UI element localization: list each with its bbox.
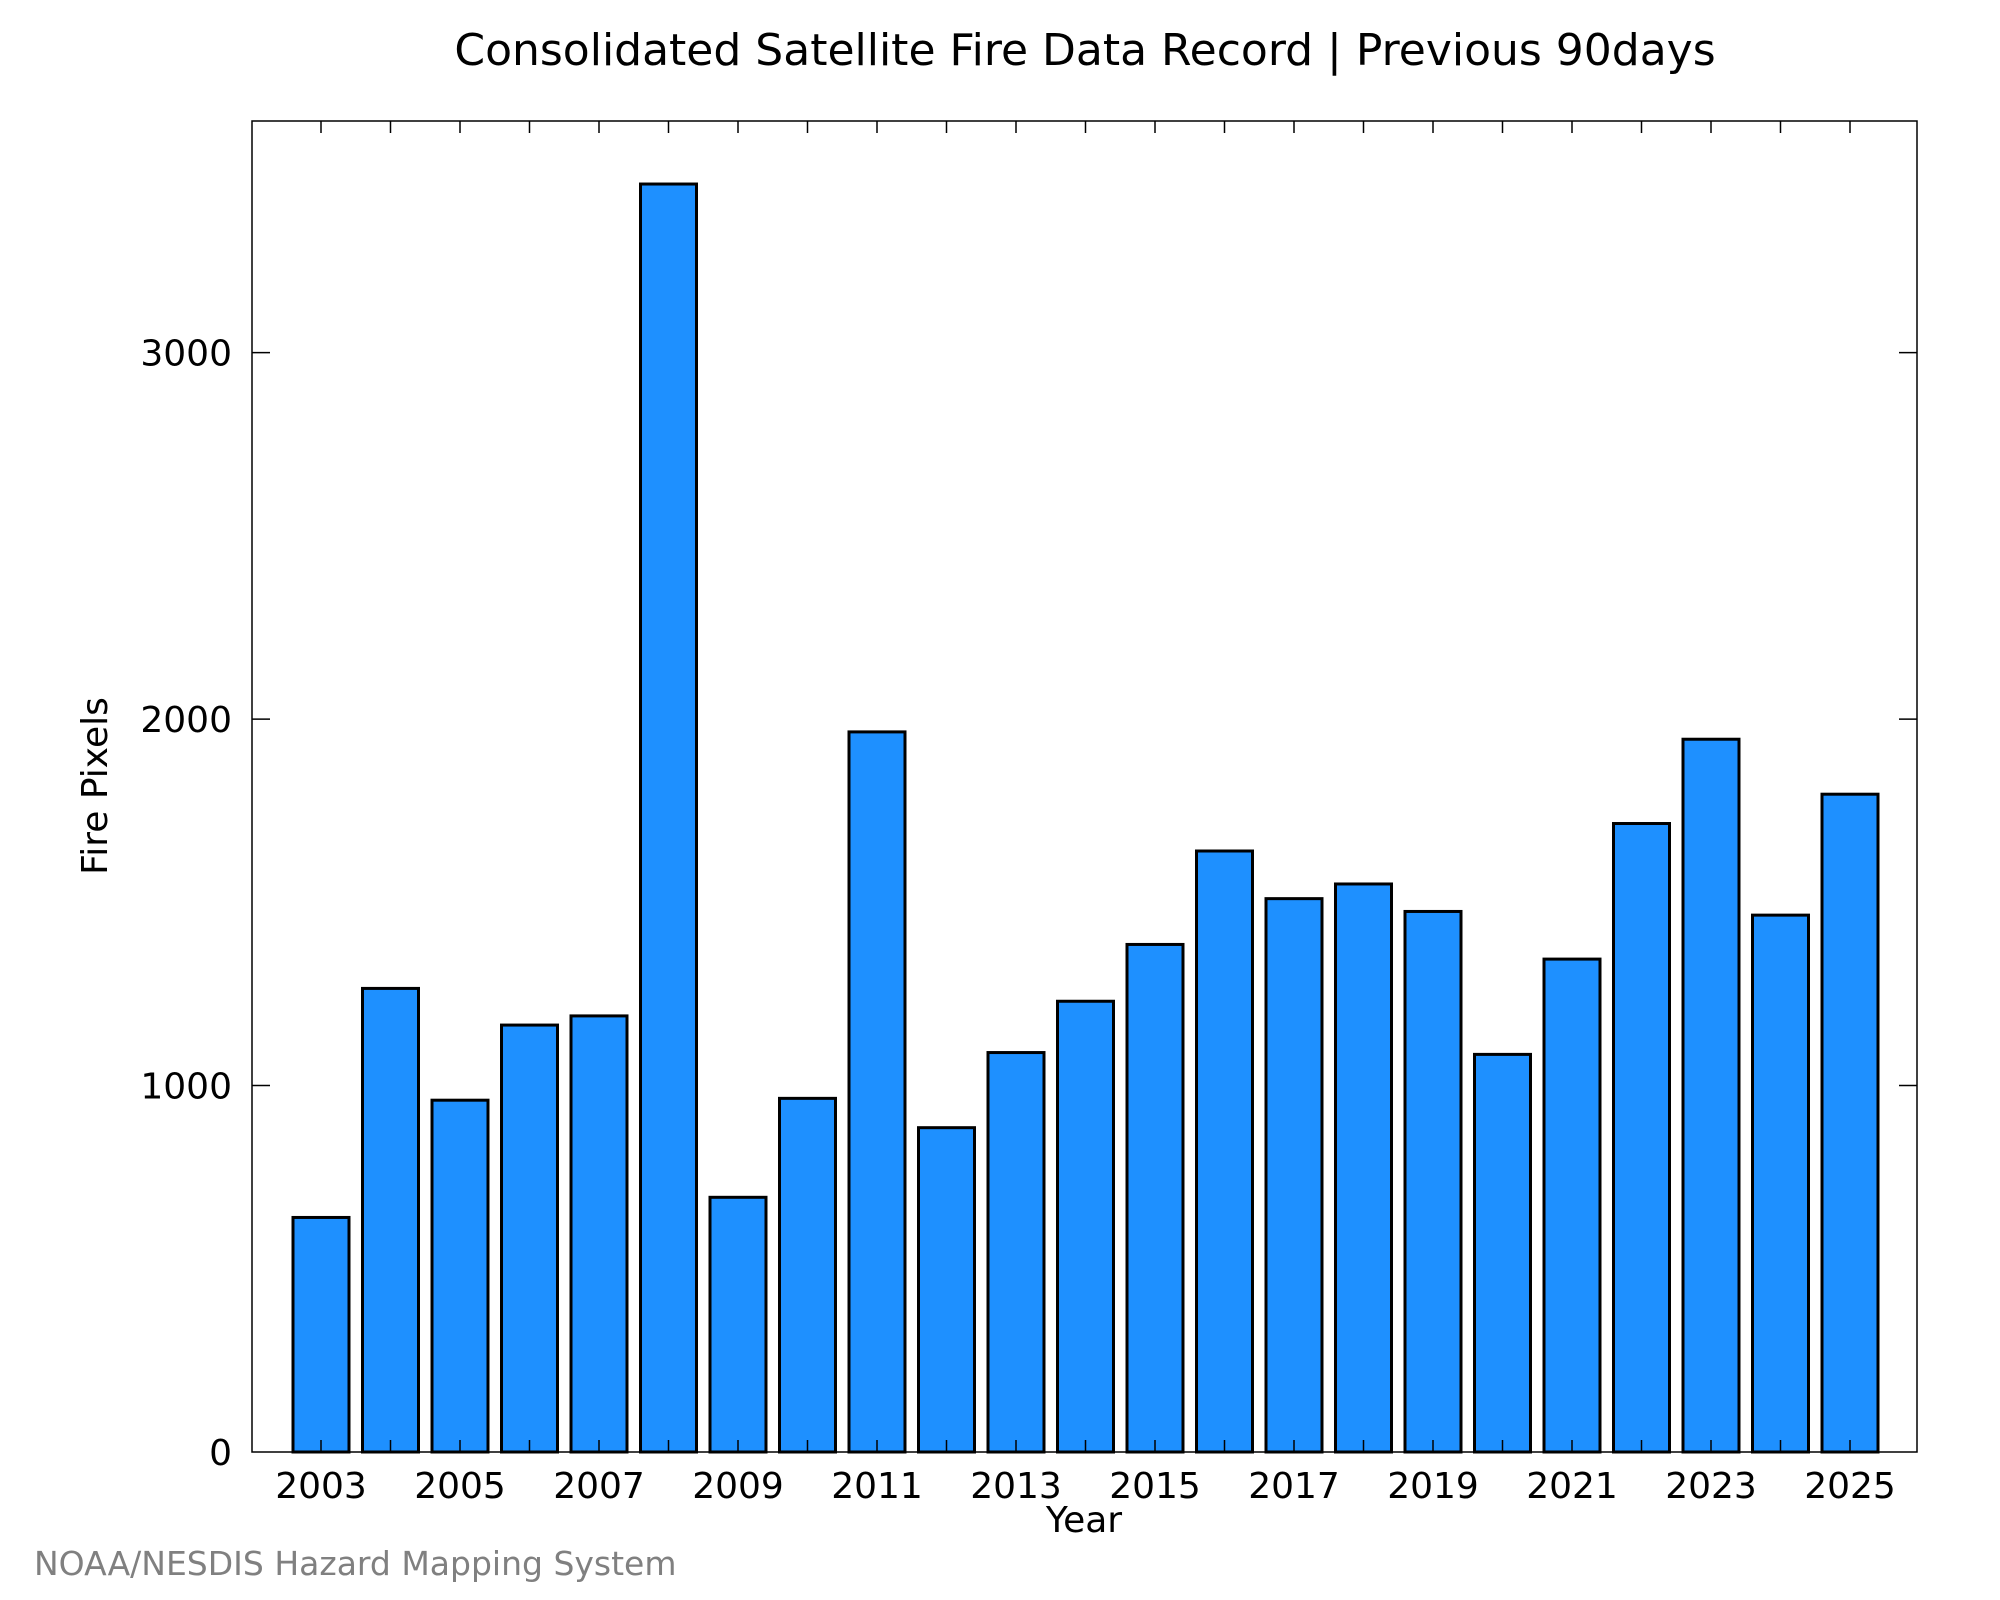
x-tick-label-2017: 2017: [1248, 1466, 1340, 1507]
x-tick-label-2007: 2007: [553, 1466, 645, 1507]
bars-group: [291, 182, 1880, 1454]
y-tick-label-1000: 1000: [140, 1067, 232, 1108]
bar-2024: [1751, 913, 1810, 1454]
bar-2003: [291, 1215, 351, 1454]
y-tick-label-2000: 2000: [140, 700, 232, 741]
y-tick-label-3000: 3000: [140, 334, 232, 375]
x-tick-label-2009: 2009: [692, 1466, 784, 1507]
bar-2025: [1820, 792, 1880, 1454]
x-tick-label-2019: 2019: [1387, 1466, 1479, 1507]
bar-2008: [639, 182, 698, 1454]
x-tick-label-2011: 2011: [831, 1466, 923, 1507]
x-tick-label-2025: 2025: [1804, 1466, 1896, 1507]
x-tick-label-2013: 2013: [970, 1466, 1062, 1507]
bar-2009: [708, 1195, 768, 1454]
bar-2007: [569, 1014, 629, 1454]
bar-2004: [361, 986, 420, 1454]
chart-title: Consolidated Satellite Fire Data Record …: [454, 25, 1715, 76]
x-axis-label: Year: [1045, 1500, 1122, 1541]
bar-2011: [847, 730, 907, 1454]
bar-2019: [1403, 909, 1463, 1454]
bar-2023: [1681, 737, 1741, 1454]
x-tick-label-2021: 2021: [1526, 1466, 1618, 1507]
bar-2015: [1125, 942, 1185, 1454]
y-axis-label: Fire Pixels: [75, 697, 116, 875]
x-tick-label-2005: 2005: [414, 1466, 506, 1507]
credit-text: NOAA/NESDIS Hazard Mapping System: [34, 1544, 677, 1583]
bar-2016: [1195, 849, 1254, 1454]
y-ticks-group: 0 1000 2000 3000: [140, 334, 1917, 1474]
y-tick-label-0: 0: [209, 1433, 232, 1474]
bar-2014: [1056, 999, 1115, 1454]
bar-2010: [778, 1096, 837, 1454]
bar-2013: [986, 1051, 1046, 1454]
bar-2012: [917, 1126, 976, 1454]
bar-2005: [430, 1098, 490, 1454]
bar-2006: [500, 1023, 559, 1454]
x-tick-label-2023: 2023: [1665, 1466, 1757, 1507]
bar-2021: [1542, 957, 1602, 1454]
x-ticks-group: 2003 2005 2007 2009 2011 2013 2015 2017 2019 2021…: [275, 121, 1896, 1507]
bar-2020: [1473, 1052, 1532, 1454]
bar-2022: [1612, 822, 1671, 1454]
bar-2018: [1334, 882, 1393, 1454]
x-tick-label-2015: 2015: [1109, 1466, 1201, 1507]
bar-2017: [1264, 897, 1324, 1454]
x-tick-label-2003: 2003: [275, 1466, 367, 1507]
